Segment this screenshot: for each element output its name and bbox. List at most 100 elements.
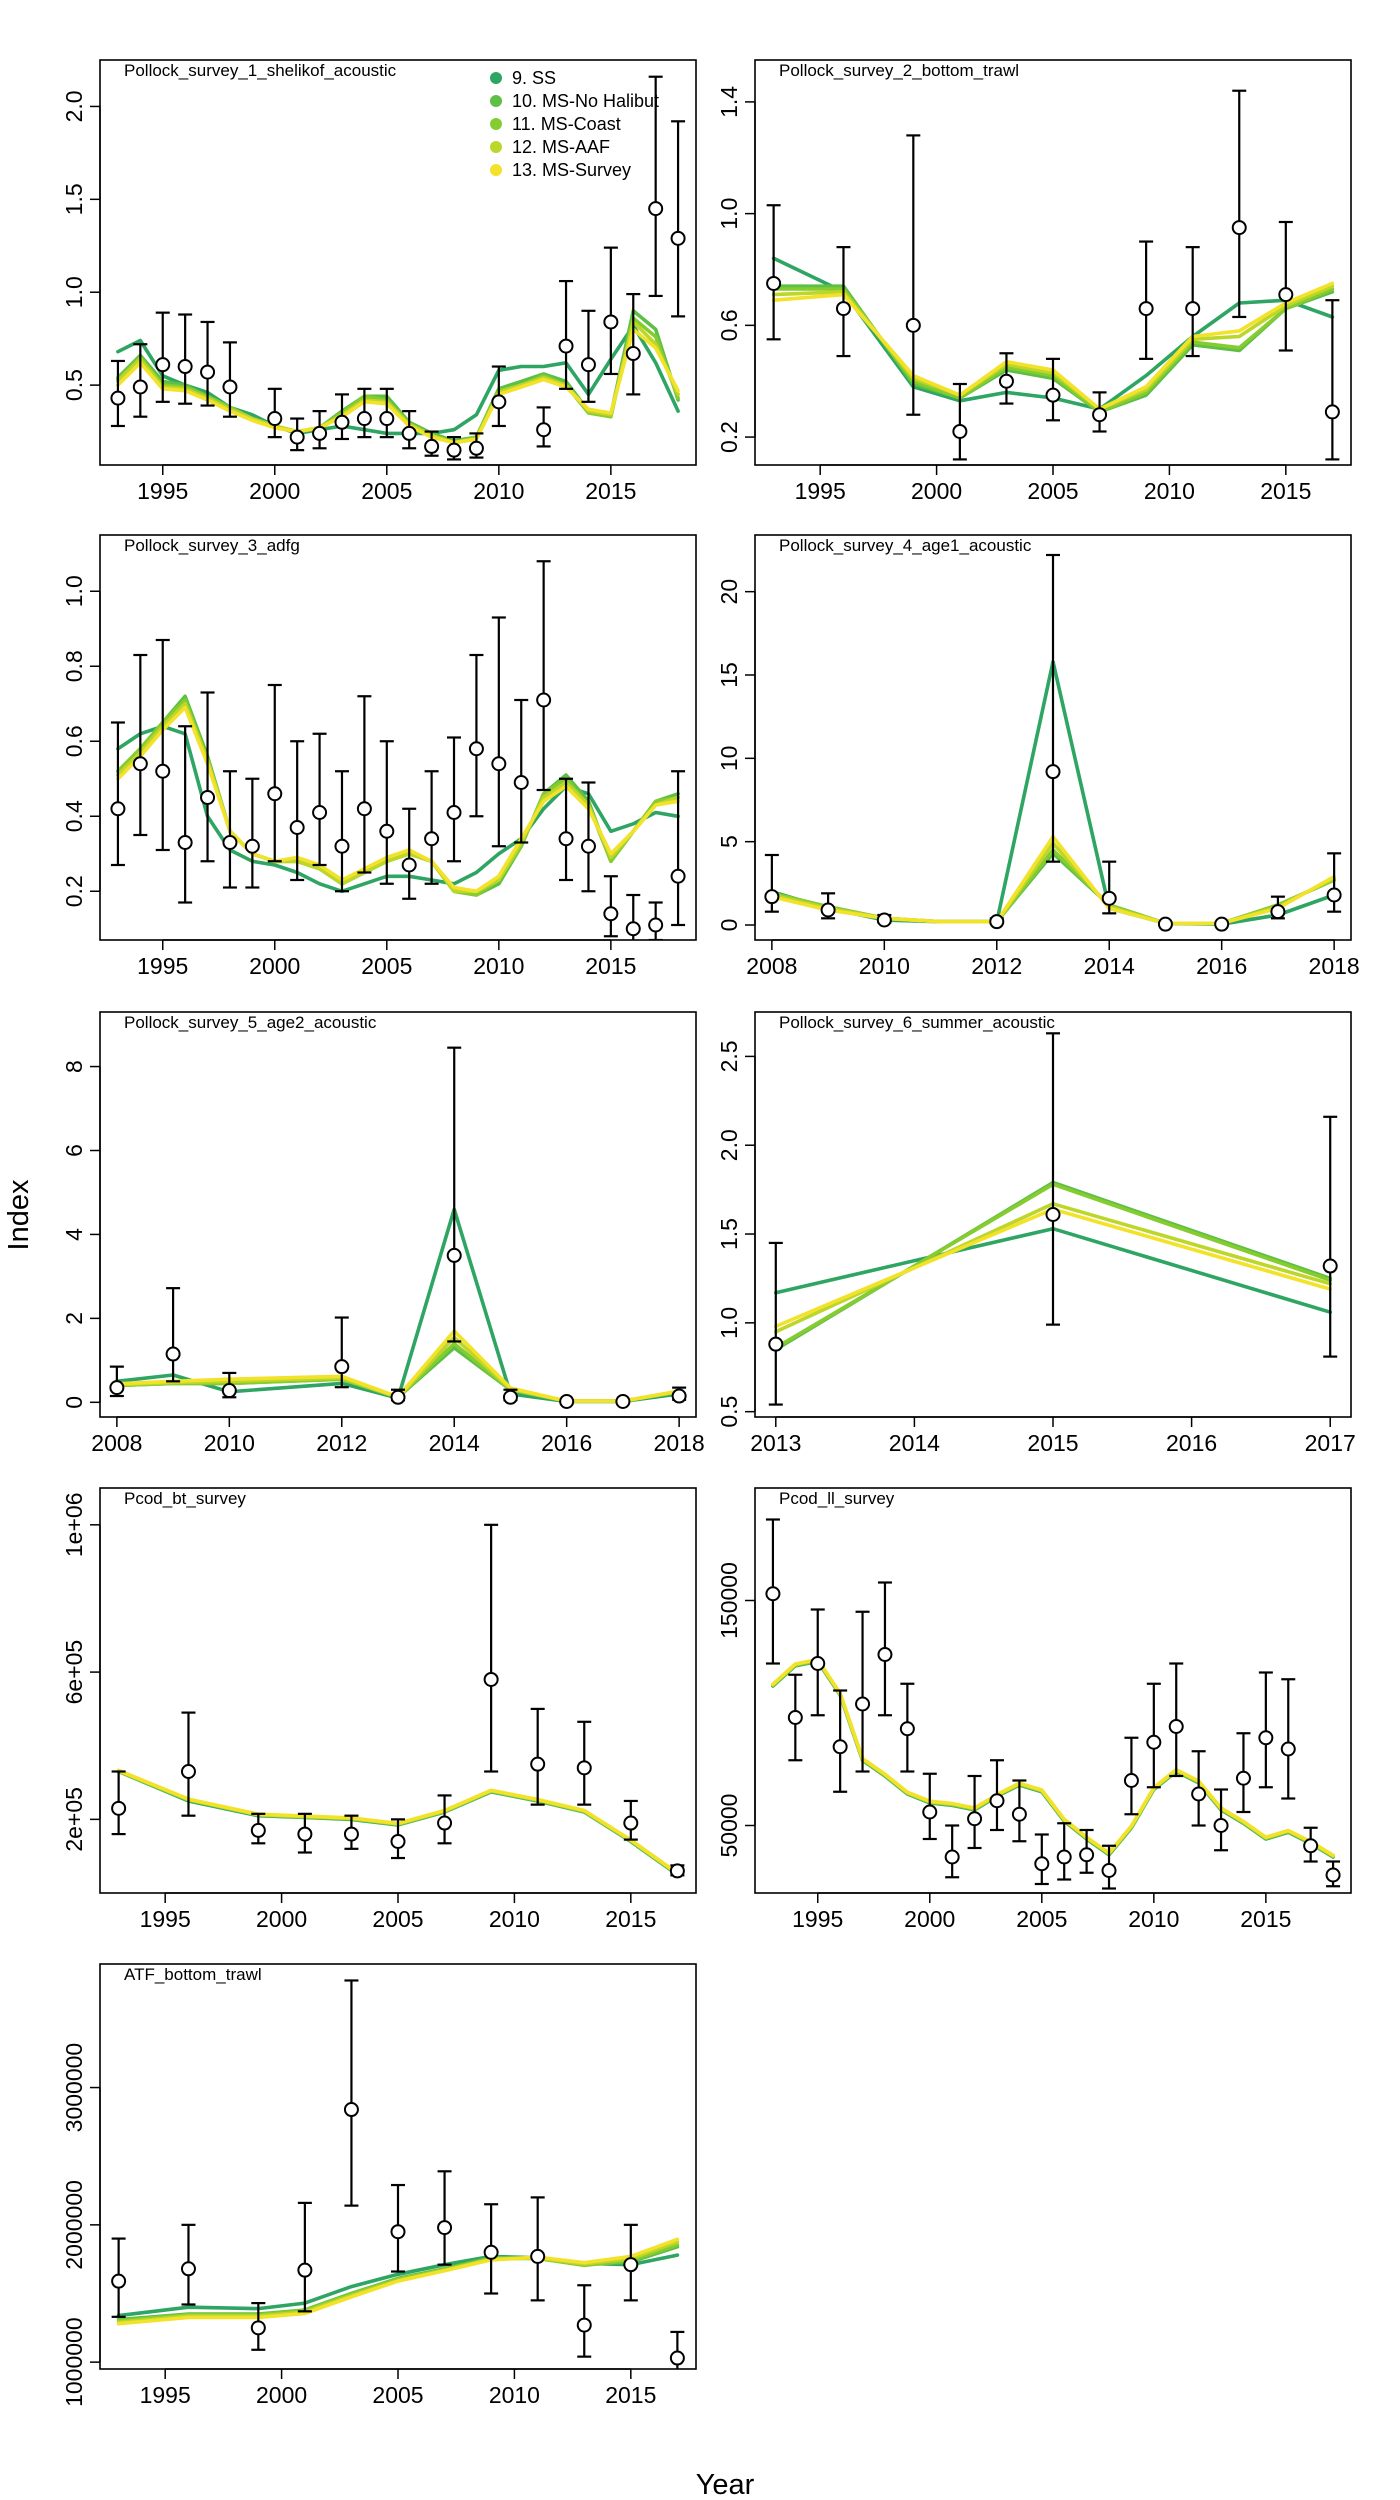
observation-point	[379, 823, 395, 839]
observation-point	[109, 1380, 125, 1396]
y-tick-label: 0.2	[716, 421, 742, 453]
panel-title: ATF_bottom_trawl	[124, 1965, 262, 1984]
plot-area	[111, 1979, 685, 2369]
observation-point	[390, 1833, 406, 1849]
series-line	[116, 323, 680, 436]
x-tick-label: 2015	[605, 1906, 656, 1932]
observation-point	[244, 838, 260, 854]
observation-point	[1235, 1770, 1251, 1786]
y-tick-label: 0.2	[61, 875, 87, 907]
panel-title: Pollock_survey_5_age2_acoustic	[124, 1013, 377, 1032]
observation-point	[1325, 1867, 1341, 1883]
panel-title: Pollock_survey_4_age1_acoustic	[779, 536, 1032, 555]
observation-point	[1079, 1847, 1095, 1863]
observation-point	[312, 425, 328, 441]
panel-7: Pcod_bt_survey 1995 2000 2005 2010 2015 2e+05 6…	[61, 1487, 697, 1932]
x-tick-label: 2014	[889, 1430, 940, 1456]
observation-point	[483, 1671, 499, 1687]
observation-point	[648, 201, 664, 217]
x-tick-label: 1995	[137, 953, 188, 979]
observation-point	[648, 917, 664, 933]
plot-area	[766, 89, 1340, 461]
x-tick-label: 2014	[1084, 953, 1135, 979]
plot-area	[765, 1518, 1341, 1890]
y-tick-label: 4	[61, 1228, 87, 1241]
observation-point	[530, 1756, 546, 1772]
y-tick-label: 0.6	[716, 309, 742, 341]
x-tick-label: 2010	[489, 1906, 540, 1932]
series-line	[771, 281, 1335, 411]
x-tick-label: 2010	[1128, 1906, 1179, 1932]
observation-point	[446, 442, 462, 458]
observation-point	[967, 1811, 983, 1827]
x-tick-label: 2000	[249, 478, 300, 504]
x-tick-label: 2015	[1240, 1906, 1291, 1932]
x-tick-label: 1995	[795, 478, 846, 504]
y-tick-label: 6	[61, 1144, 87, 1157]
y-tick-label: 1e+06	[61, 1493, 87, 1558]
plot-area	[110, 75, 686, 461]
observation-point	[1280, 1741, 1296, 1757]
x-tick-label: 2010	[489, 2382, 540, 2408]
panel-8: Pcod_ll_survey 1995 2000 2005 2010 2015 50000 1…	[716, 1487, 1352, 1932]
y-tick-label: 1.0	[61, 276, 87, 308]
y-tick-label: 15	[716, 662, 742, 688]
observation-point	[768, 1336, 784, 1352]
y-tick-label: 0	[716, 919, 742, 932]
x-tick-label: 2010	[204, 1430, 255, 1456]
observation-point	[424, 438, 440, 454]
x-tick-label: 2018	[654, 1430, 705, 1456]
x-tick-label: 2015	[1260, 478, 1311, 504]
x-axis-label: Year	[696, 2469, 755, 2500]
x-tick-label: 2005	[372, 1906, 423, 1932]
observation-point	[670, 868, 686, 884]
plot-area	[110, 560, 686, 940]
observation-point	[922, 1804, 938, 1820]
observation-point	[289, 820, 305, 835]
observation-point	[625, 921, 641, 937]
observation-point	[343, 1826, 359, 1842]
observation-point	[267, 411, 283, 427]
x-tick-label: 2008	[746, 953, 797, 979]
y-tick-label: 20	[716, 579, 742, 605]
x-tick-label: 2000	[904, 1906, 955, 1932]
observation-point	[177, 835, 193, 850]
observation-point	[625, 346, 641, 362]
observation-point	[559, 1393, 575, 1409]
observation-point	[289, 429, 305, 445]
y-tick-label: 2000000	[61, 2180, 87, 2270]
observation-point	[200, 364, 216, 380]
y-tick-label: 0	[61, 1396, 87, 1409]
observation-point	[502, 1389, 518, 1405]
x-tick-label: 2017	[1305, 1430, 1356, 1456]
panel-title: Pollock_survey_2_bottom_trawl	[779, 61, 1019, 80]
x-tick-label: 2000	[256, 2382, 307, 2408]
y-tick-label: 50000	[716, 1794, 742, 1858]
observation-point	[669, 2350, 685, 2366]
observation-point	[810, 1656, 826, 1671]
observation-point	[1045, 387, 1061, 403]
observation-point	[1231, 220, 1247, 236]
observation-point	[1056, 1849, 1072, 1865]
observation-point	[155, 763, 171, 779]
x-tick-label: 2013	[750, 1430, 801, 1456]
observation-point	[343, 2102, 359, 2118]
observation-point	[669, 1863, 685, 1879]
plot-area	[768, 1032, 1338, 1406]
y-tick-label: 150000	[716, 1562, 742, 1639]
x-tick-label: 2008	[91, 1430, 142, 1456]
observation-point	[787, 1710, 803, 1725]
series-line	[771, 256, 1335, 411]
y-tick-label: 0.5	[716, 1396, 742, 1428]
observation-point	[356, 801, 372, 817]
y-tick-label: 2.0	[716, 1129, 742, 1161]
observation-point	[580, 838, 596, 854]
observation-point	[437, 1815, 453, 1831]
observation-point	[250, 1822, 266, 1838]
observation-point	[401, 425, 417, 441]
legend-marker	[490, 95, 502, 107]
y-tick-label: 2e+05	[61, 1787, 87, 1852]
panel-9: ATF_bottom_trawl 1995 2000 2005 2010 2015 1000…	[61, 1963, 697, 2408]
